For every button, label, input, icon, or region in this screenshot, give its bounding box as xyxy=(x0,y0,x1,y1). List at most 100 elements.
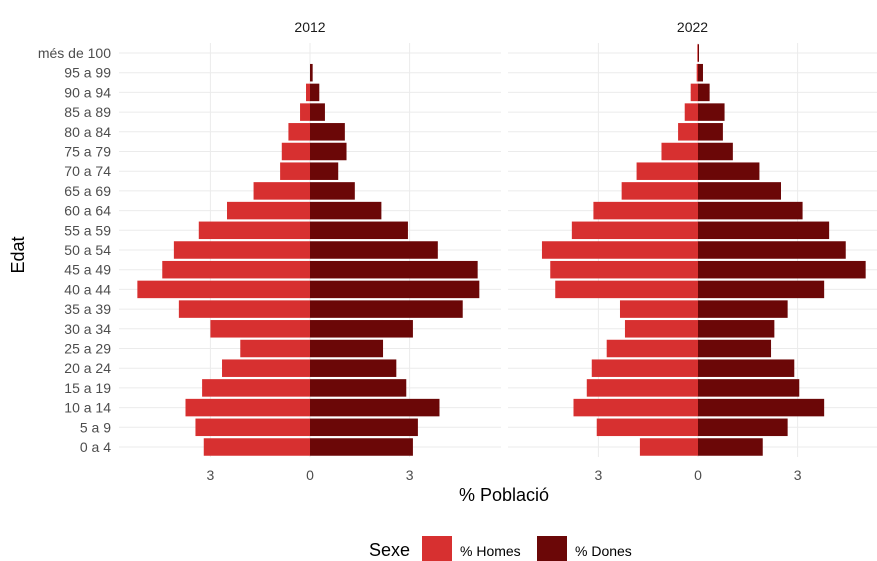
bar-dones xyxy=(698,123,723,141)
bar-dones xyxy=(698,83,710,102)
bar-dones xyxy=(310,320,413,338)
bar-dones xyxy=(310,438,413,456)
bar-homes xyxy=(288,123,310,141)
y-tick-label: 10 a 14 xyxy=(64,400,111,416)
bar-dones xyxy=(698,260,866,279)
x-tick-label: 3 xyxy=(595,467,603,483)
bar-homes xyxy=(253,182,310,200)
legend-key-dones xyxy=(537,536,567,561)
x-tick-label: 0 xyxy=(306,467,314,483)
y-tick-label: 55 a 59 xyxy=(64,222,111,238)
bar-dones xyxy=(310,241,438,259)
bar-dones xyxy=(698,398,825,417)
bar-dones xyxy=(310,63,313,82)
bar-dones xyxy=(698,162,760,180)
bar-dones xyxy=(310,379,407,397)
bar-homes xyxy=(300,103,310,121)
bar-homes xyxy=(593,201,698,220)
bar-dones xyxy=(698,221,830,240)
bar-dones xyxy=(310,123,345,141)
y-tick-label: 60 a 64 xyxy=(64,203,111,219)
bar-homes xyxy=(178,300,310,318)
bar-dones xyxy=(310,339,384,358)
bar-homes xyxy=(661,142,698,161)
bar-homes xyxy=(550,260,698,279)
y-axis-tick-labels: 0 a 4 5 a 9 10 a 14 15 a 19 20 a 24 25 a 29 30… xyxy=(38,45,111,455)
y-tick-label: 70 a 74 xyxy=(64,163,111,179)
y-tick-label: 20 a 24 xyxy=(64,360,111,376)
bar-dones xyxy=(310,201,382,220)
y-tick-label: 35 a 39 xyxy=(64,301,111,317)
y-tick-label: 0 a 4 xyxy=(80,439,111,455)
bar-dones xyxy=(310,142,347,161)
bar-dones xyxy=(698,418,788,437)
bar-dones xyxy=(310,398,440,417)
bar-homes xyxy=(198,221,310,240)
y-tick-label: més de 100 xyxy=(38,45,111,61)
bar-homes xyxy=(573,398,698,417)
bar-homes xyxy=(684,103,698,121)
bar-homes xyxy=(591,359,698,377)
bar-homes xyxy=(696,63,698,82)
bar-homes xyxy=(210,320,310,338)
bar-dones xyxy=(698,320,775,338)
bar-dones xyxy=(698,438,763,456)
bar-homes xyxy=(195,418,310,437)
bar-dones xyxy=(698,142,733,161)
bar-homes xyxy=(202,379,310,397)
y-tick-label: 50 a 54 xyxy=(64,242,111,258)
y-tick-label: 25 a 29 xyxy=(64,341,111,357)
bar-homes xyxy=(240,339,310,358)
y-tick-label: 5 a 9 xyxy=(80,419,111,435)
bar-dones xyxy=(698,379,800,397)
bar-dones xyxy=(310,260,478,279)
bar-homes xyxy=(619,300,698,318)
bar-homes xyxy=(586,379,698,397)
facet-label: 2012 xyxy=(294,19,325,35)
legend-key-homes xyxy=(422,536,452,561)
x-axis-title: % Població xyxy=(459,485,549,505)
bar-dones xyxy=(698,44,699,62)
legend-title: Sexe xyxy=(369,540,410,560)
y-tick-label: 90 a 94 xyxy=(64,84,111,100)
bar-homes xyxy=(173,241,310,259)
bar-homes xyxy=(697,44,699,62)
y-tick-label: 85 a 89 xyxy=(64,104,111,120)
bar-homes xyxy=(185,398,310,417)
bar-homes xyxy=(690,83,698,102)
bar-dones xyxy=(698,280,825,299)
bar-homes xyxy=(222,359,310,377)
bar-dones xyxy=(310,359,397,377)
bar-dones xyxy=(310,162,339,180)
y-axis-title: Edat xyxy=(8,236,28,273)
bar-homes xyxy=(281,142,310,161)
facet-panels: 2012 3 0 3 2022 3 0 3 xyxy=(119,19,877,483)
y-tick-label: 15 a 19 xyxy=(64,380,111,396)
y-tick-label: 40 a 44 xyxy=(64,281,111,297)
bar-dones xyxy=(310,280,480,299)
bar-homes xyxy=(639,438,698,456)
x-tick-label: 3 xyxy=(207,467,215,483)
bar-homes xyxy=(636,162,698,180)
bar-dones xyxy=(698,63,703,82)
y-tick-label: 80 a 84 xyxy=(64,124,111,140)
bar-homes xyxy=(280,162,310,180)
bar-homes xyxy=(621,182,698,200)
bar-homes xyxy=(137,280,310,299)
bar-homes xyxy=(596,418,698,437)
bar-dones xyxy=(310,182,355,200)
facet-panel-2012: 2012 3 0 3 xyxy=(119,19,501,483)
bar-homes xyxy=(162,260,310,279)
y-tick-label: 45 a 49 xyxy=(64,262,111,278)
bar-dones xyxy=(698,359,795,377)
bar-dones xyxy=(698,182,781,200)
y-tick-label: 30 a 34 xyxy=(64,321,111,337)
bar-dones xyxy=(698,201,803,220)
x-tick-label: 3 xyxy=(406,467,414,483)
facet-label: 2022 xyxy=(677,19,708,35)
bar-homes xyxy=(606,339,698,358)
y-tick-label: 95 a 99 xyxy=(64,65,111,81)
bar-dones xyxy=(310,103,325,121)
bar-dones xyxy=(310,300,463,318)
